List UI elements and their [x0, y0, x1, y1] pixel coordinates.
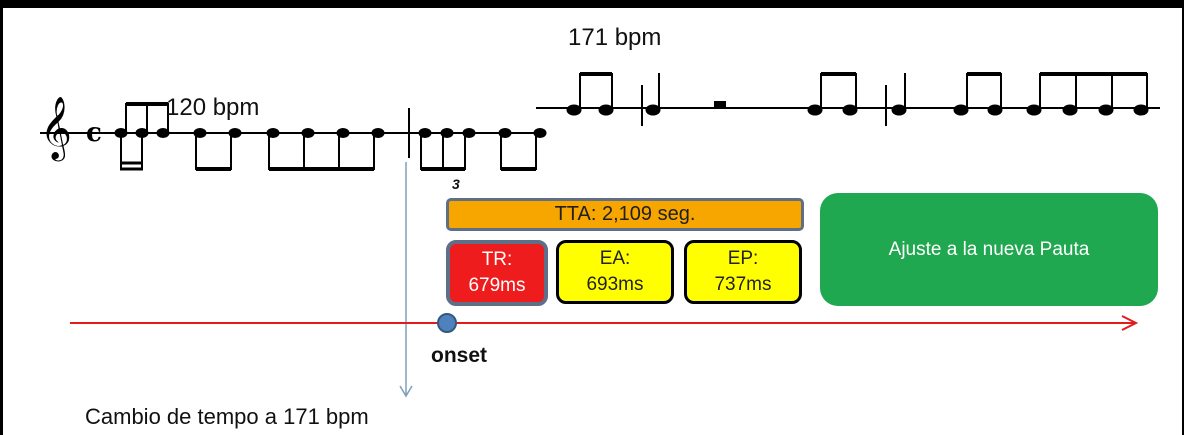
tta-box: TTA: 2,109 seg. [446, 198, 804, 231]
bpm-120-label: 120 bpm [166, 94, 260, 121]
tta-label: TTA: 2,109 seg. [554, 203, 696, 225]
notes-120-bpm [114, 102, 547, 171]
notes-171-bpm [566, 72, 1149, 126]
ep-label: EP: [727, 248, 759, 270]
tr-value: 679ms [468, 275, 526, 296]
tempo-change-label: Cambio de tempo a 171 bpm [85, 404, 369, 429]
tr-box: TR: 679ms [446, 240, 548, 306]
common-time-icon: c [86, 118, 102, 148]
adjust-box: Ajuste a la nueva Pauta [820, 193, 1158, 306]
ep-box: EP: 737ms [684, 240, 802, 304]
onset-dot [437, 313, 457, 333]
ea-label: EA: [599, 248, 631, 270]
ea-box: EA: 693ms [556, 240, 674, 304]
bpm-171-label: 171 bpm [568, 24, 662, 51]
treble-clef-icon: 𝄞 [40, 96, 72, 162]
ea-value: 693ms [586, 274, 644, 295]
ep-value: 737ms [714, 274, 772, 295]
triplet-mark: 3 [452, 176, 460, 192]
adjust-label: Ajuste a la nueva Pauta [888, 239, 1090, 260]
tr-label: TR: [481, 249, 513, 271]
onset-label: onset [431, 344, 488, 367]
